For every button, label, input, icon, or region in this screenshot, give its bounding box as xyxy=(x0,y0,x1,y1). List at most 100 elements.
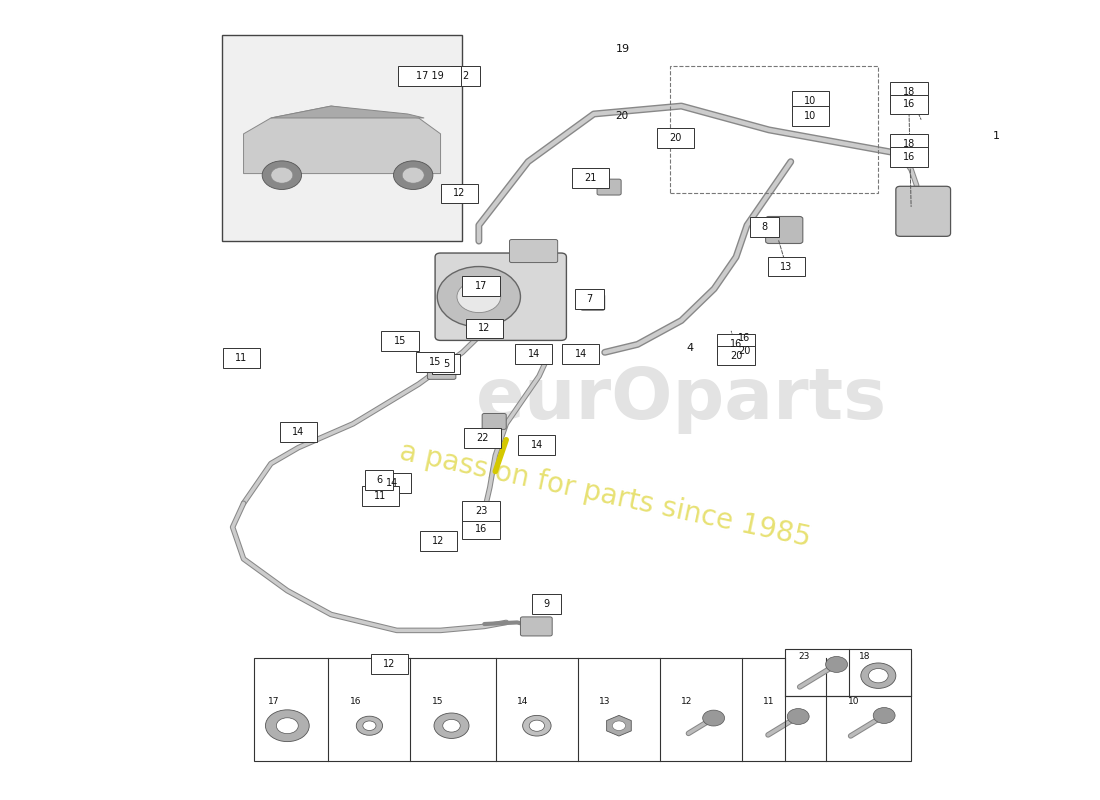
FancyBboxPatch shape xyxy=(254,658,911,762)
Text: 14: 14 xyxy=(530,440,543,450)
FancyBboxPatch shape xyxy=(382,331,419,351)
Text: a passion for parts since 1985: a passion for parts since 1985 xyxy=(397,438,813,553)
FancyBboxPatch shape xyxy=(750,217,779,237)
FancyBboxPatch shape xyxy=(766,217,803,243)
Text: 19: 19 xyxy=(616,44,630,54)
FancyBboxPatch shape xyxy=(520,617,552,636)
Text: 20: 20 xyxy=(670,133,682,143)
Text: 11: 11 xyxy=(763,697,774,706)
Circle shape xyxy=(861,663,895,688)
FancyBboxPatch shape xyxy=(417,352,453,372)
FancyBboxPatch shape xyxy=(279,422,317,442)
Text: 12: 12 xyxy=(432,536,444,546)
Text: 20: 20 xyxy=(730,350,743,361)
FancyBboxPatch shape xyxy=(462,502,499,521)
Circle shape xyxy=(869,669,888,683)
FancyBboxPatch shape xyxy=(371,654,408,674)
Polygon shape xyxy=(243,106,441,174)
Text: 16: 16 xyxy=(730,339,743,350)
FancyBboxPatch shape xyxy=(509,239,558,262)
Circle shape xyxy=(703,710,725,726)
FancyBboxPatch shape xyxy=(462,518,499,538)
Text: 12: 12 xyxy=(453,189,465,198)
Circle shape xyxy=(456,281,501,313)
Circle shape xyxy=(613,721,626,730)
Text: 17: 17 xyxy=(267,697,279,706)
Text: 20: 20 xyxy=(616,110,629,121)
Circle shape xyxy=(529,720,544,731)
Circle shape xyxy=(438,266,520,327)
FancyBboxPatch shape xyxy=(482,414,506,430)
Text: 14: 14 xyxy=(293,426,305,437)
FancyBboxPatch shape xyxy=(432,354,460,374)
Text: 15: 15 xyxy=(394,336,406,346)
Text: 1: 1 xyxy=(993,131,1000,142)
Polygon shape xyxy=(606,715,631,736)
Text: 10: 10 xyxy=(804,111,816,122)
FancyBboxPatch shape xyxy=(785,650,911,695)
Text: 14: 14 xyxy=(517,697,528,706)
Circle shape xyxy=(788,709,810,725)
Text: 11: 11 xyxy=(374,491,386,501)
FancyBboxPatch shape xyxy=(717,346,755,366)
Text: 23: 23 xyxy=(475,506,487,516)
Text: 16: 16 xyxy=(903,152,915,162)
Text: 10: 10 xyxy=(848,697,859,706)
FancyBboxPatch shape xyxy=(890,134,927,154)
FancyBboxPatch shape xyxy=(890,82,927,102)
Circle shape xyxy=(434,713,469,738)
Text: 15: 15 xyxy=(432,697,443,706)
Text: 21: 21 xyxy=(584,174,596,183)
Text: 2: 2 xyxy=(463,71,469,81)
FancyBboxPatch shape xyxy=(398,66,461,86)
FancyBboxPatch shape xyxy=(462,277,499,296)
Text: eurOparts: eurOparts xyxy=(476,366,887,434)
FancyBboxPatch shape xyxy=(890,147,927,167)
FancyBboxPatch shape xyxy=(658,128,694,148)
Circle shape xyxy=(403,167,425,183)
Text: 16: 16 xyxy=(738,333,750,343)
Circle shape xyxy=(356,716,383,735)
Text: 8: 8 xyxy=(761,222,768,232)
Text: 20: 20 xyxy=(738,346,750,356)
FancyBboxPatch shape xyxy=(890,94,927,114)
FancyBboxPatch shape xyxy=(597,179,622,195)
FancyBboxPatch shape xyxy=(532,594,561,614)
FancyBboxPatch shape xyxy=(581,294,605,310)
Text: 14: 14 xyxy=(386,478,398,488)
Text: 22: 22 xyxy=(476,433,488,443)
Circle shape xyxy=(394,161,433,190)
FancyBboxPatch shape xyxy=(222,34,462,241)
Text: 7: 7 xyxy=(586,294,593,304)
FancyBboxPatch shape xyxy=(223,348,260,368)
Text: 10: 10 xyxy=(804,96,816,106)
Circle shape xyxy=(262,161,301,190)
Circle shape xyxy=(271,167,293,183)
FancyBboxPatch shape xyxy=(428,362,455,379)
Text: 16: 16 xyxy=(350,697,361,706)
FancyBboxPatch shape xyxy=(362,486,399,506)
FancyBboxPatch shape xyxy=(792,91,829,111)
FancyBboxPatch shape xyxy=(572,169,609,188)
Text: 14: 14 xyxy=(528,349,540,359)
Text: 4: 4 xyxy=(686,343,694,354)
FancyBboxPatch shape xyxy=(441,183,477,203)
Text: 17: 17 xyxy=(475,282,487,291)
FancyBboxPatch shape xyxy=(451,66,480,86)
Text: 16: 16 xyxy=(475,524,487,534)
Text: 16: 16 xyxy=(903,99,915,110)
FancyBboxPatch shape xyxy=(436,253,566,341)
Circle shape xyxy=(363,721,376,730)
FancyBboxPatch shape xyxy=(895,186,950,236)
Circle shape xyxy=(442,719,460,732)
Text: 18: 18 xyxy=(859,652,870,662)
Text: 14: 14 xyxy=(574,349,586,359)
FancyBboxPatch shape xyxy=(465,318,503,338)
Circle shape xyxy=(826,657,847,672)
Text: 11: 11 xyxy=(235,353,248,363)
Text: 9: 9 xyxy=(543,599,550,609)
FancyBboxPatch shape xyxy=(365,470,394,490)
FancyBboxPatch shape xyxy=(717,334,755,354)
Text: 18: 18 xyxy=(903,86,915,97)
Text: 17 19: 17 19 xyxy=(416,71,443,81)
